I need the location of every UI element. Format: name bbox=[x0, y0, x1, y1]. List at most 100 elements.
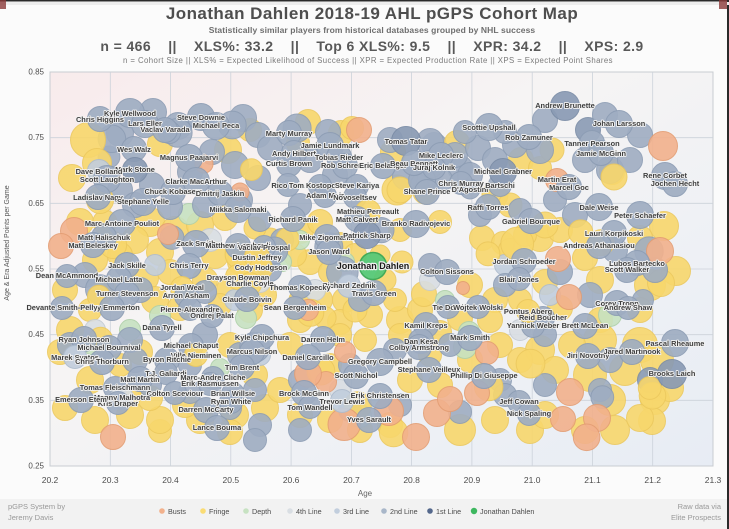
svg-text:20.4: 20.4 bbox=[162, 475, 179, 485]
svg-text:Jason Ward: Jason Ward bbox=[308, 247, 350, 256]
svg-text:Mike Leclerc: Mike Leclerc bbox=[419, 151, 463, 160]
svg-text:Thomas Kopecky: Thomas Kopecky bbox=[269, 283, 331, 292]
svg-text:Tie Domi: Tie Domi bbox=[432, 303, 463, 312]
svg-text:0.35: 0.35 bbox=[28, 396, 44, 405]
svg-text:Richard Panik: Richard Panik bbox=[268, 215, 318, 224]
svg-text:20.3: 20.3 bbox=[102, 475, 119, 485]
svg-text:Michael Peca: Michael Peca bbox=[193, 121, 240, 130]
svg-text:21.0: 21.0 bbox=[524, 475, 541, 485]
svg-text:20.2: 20.2 bbox=[42, 475, 59, 485]
svg-text:Charlie Coyle: Charlie Coyle bbox=[226, 279, 273, 288]
svg-text:Bartschi: Bartschi bbox=[485, 181, 515, 190]
svg-text:Elite Prospects: Elite Prospects bbox=[671, 513, 721, 522]
svg-text:Tomas Tatar: Tomas Tatar bbox=[385, 137, 428, 146]
svg-text:D'Agostini: D'Agostini bbox=[452, 185, 489, 194]
svg-text:Phillip Di Giuseppe: Phillip Di Giuseppe bbox=[450, 371, 517, 380]
svg-text:Dean McAmmond: Dean McAmmond bbox=[36, 271, 99, 280]
svg-text:Arron Asham: Arron Asham bbox=[163, 291, 210, 300]
svg-text:20.7: 20.7 bbox=[343, 475, 360, 485]
svg-text:Tim Brent: Tim Brent bbox=[225, 363, 260, 372]
svg-text:Darren McCarty: Darren McCarty bbox=[178, 405, 234, 414]
svg-text:Jonathan Dahlen: Jonathan Dahlen bbox=[480, 507, 534, 516]
svg-text:Ryan Johnson: Ryan Johnson bbox=[59, 335, 110, 344]
svg-text:Michael Grabner: Michael Grabner bbox=[474, 167, 532, 176]
svg-text:Richard Zednik: Richard Zednik bbox=[322, 281, 376, 290]
svg-text:Depth: Depth bbox=[252, 507, 271, 516]
svg-text:Emerson Etem: Emerson Etem bbox=[55, 395, 107, 404]
svg-text:Tom Wandell: Tom Wandell bbox=[287, 403, 332, 412]
svg-text:Jochen Hecht: Jochen Hecht bbox=[651, 179, 700, 188]
svg-text:Manny Malhotra: Manny Malhotra bbox=[94, 393, 151, 402]
svg-text:Dustin Jeffrey: Dustin Jeffrey bbox=[232, 253, 282, 262]
svg-text:Sean Bergenheim: Sean Bergenheim bbox=[264, 303, 327, 312]
svg-text:Lauri Korpikoski: Lauri Korpikoski bbox=[585, 229, 643, 238]
svg-text:Colby Armstrong: Colby Armstrong bbox=[389, 343, 450, 352]
svg-text:Dale Weise: Dale Weise bbox=[580, 203, 619, 212]
svg-text:pGPS System by: pGPS System by bbox=[8, 502, 65, 511]
svg-text:Rico Fata: Rico Fata bbox=[271, 181, 305, 190]
svg-text:20.8: 20.8 bbox=[403, 475, 420, 485]
svg-text:Tom Kostopoulos: Tom Kostopoulos bbox=[289, 181, 351, 190]
svg-text:Jeff Cowan: Jeff Cowan bbox=[499, 397, 539, 406]
svg-text:Juraj Kolnik: Juraj Kolnik bbox=[413, 163, 456, 172]
svg-text:Jeremy Davis: Jeremy Davis bbox=[8, 513, 54, 522]
svg-text:Trevor Lewis: Trevor Lewis bbox=[319, 397, 364, 406]
svg-text:21.1: 21.1 bbox=[584, 475, 601, 485]
svg-text:Mark Stone: Mark Stone bbox=[115, 165, 155, 174]
svg-text:Drayson Bowman: Drayson Bowman bbox=[207, 273, 270, 282]
svg-text:Michael Chaput: Michael Chaput bbox=[164, 341, 219, 350]
svg-text:Andreas Athanasiou: Andreas Athanasiou bbox=[563, 241, 635, 250]
svg-text:Erik Rasmussen: Erik Rasmussen bbox=[181, 379, 239, 388]
svg-text:0.75: 0.75 bbox=[28, 133, 44, 142]
svg-text:0.65: 0.65 bbox=[28, 199, 44, 208]
svg-text:Scottie Upshall: Scottie Upshall bbox=[462, 123, 515, 132]
svg-text:Marty Murray: Marty Murray bbox=[266, 129, 313, 138]
svg-text:Kyle Wellwood: Kyle Wellwood bbox=[104, 109, 157, 118]
svg-text:Scott Walker: Scott Walker bbox=[605, 265, 650, 274]
svg-text:Devante Smith-Pelly: Devante Smith-Pelly bbox=[26, 303, 98, 312]
svg-text:Tanner Pearson: Tanner Pearson bbox=[564, 139, 620, 148]
svg-text:Jamie McGinn: Jamie McGinn bbox=[576, 149, 627, 158]
svg-text:4th Line: 4th Line bbox=[296, 507, 322, 516]
svg-text:Andrew Brunette: Andrew Brunette bbox=[535, 101, 595, 110]
svg-text:Cory Emmerton: Cory Emmerton bbox=[84, 303, 140, 312]
svg-text:0.25: 0.25 bbox=[28, 462, 44, 471]
svg-text:Beau Bennett: Beau Bennett bbox=[390, 159, 438, 168]
svg-text:Eric Belanger: Eric Belanger bbox=[359, 161, 407, 170]
svg-text:Miikka Salomaki: Miikka Salomaki bbox=[209, 205, 266, 214]
svg-text:Marc-Andre Cliche: Marc-Andre Cliche bbox=[180, 373, 245, 382]
svg-text:Andy Hilbert: Andy Hilbert bbox=[272, 149, 316, 158]
svg-text:Rob Schremp: Rob Schremp bbox=[321, 161, 370, 170]
svg-text:Travis Green: Travis Green bbox=[352, 289, 397, 298]
svg-text:Ville Nieminen: Ville Nieminen bbox=[171, 351, 222, 360]
svg-text:Yannick Weber: Yannick Weber bbox=[507, 321, 560, 330]
svg-text:Raw data via: Raw data via bbox=[678, 502, 722, 511]
svg-text:Tomas Fleischmann: Tomas Fleischmann bbox=[80, 383, 151, 392]
svg-text:Dana Tyrell: Dana Tyrell bbox=[142, 323, 181, 332]
svg-text:Johan Larsson: Johan Larsson bbox=[593, 119, 646, 128]
svg-text:Matt Halischuk: Matt Halischuk bbox=[78, 233, 131, 242]
svg-text:Jiri Novotny: Jiri Novotny bbox=[567, 351, 611, 360]
svg-text:Steve Kariya: Steve Kariya bbox=[335, 181, 380, 190]
svg-text:Corey Tropp: Corey Tropp bbox=[595, 299, 639, 308]
svg-text:20.5: 20.5 bbox=[223, 475, 240, 485]
svg-text:Curtis Brown: Curtis Brown bbox=[266, 159, 313, 168]
svg-text:21.2: 21.2 bbox=[644, 475, 661, 485]
svg-text:Jack Skille: Jack Skille bbox=[108, 261, 146, 270]
svg-text:Lubos Bartecko: Lubos Bartecko bbox=[609, 259, 665, 268]
svg-text:Chris Terry: Chris Terry bbox=[170, 261, 210, 270]
svg-text:Dave Bolland: Dave Bolland bbox=[76, 167, 123, 176]
svg-text:Pierre-Alexandre: Pierre-Alexandre bbox=[160, 305, 219, 314]
svg-text:Gregory Campbell: Gregory Campbell bbox=[348, 357, 412, 366]
svg-text:Mark Smith: Mark Smith bbox=[450, 333, 490, 342]
svg-text:20.6: 20.6 bbox=[283, 475, 300, 485]
svg-text:Steve Downie: Steve Downie bbox=[177, 113, 225, 122]
svg-text:Jonathan Dahlen: Jonathan Dahlen bbox=[337, 261, 410, 271]
svg-text:Brooks Laich: Brooks Laich bbox=[649, 369, 696, 378]
svg-text:Stephane Yelle: Stephane Yelle bbox=[117, 197, 169, 206]
svg-text:Martin Erat: Martin Erat bbox=[538, 175, 577, 184]
svg-text:Ladislav Nagy: Ladislav Nagy bbox=[73, 193, 124, 202]
svg-text:Magnus Paajarvi: Magnus Paajarvi bbox=[160, 153, 218, 162]
svg-text:Cody Hodgson: Cody Hodgson bbox=[235, 263, 288, 272]
svg-text:Rob Zamuner: Rob Zamuner bbox=[505, 133, 553, 142]
